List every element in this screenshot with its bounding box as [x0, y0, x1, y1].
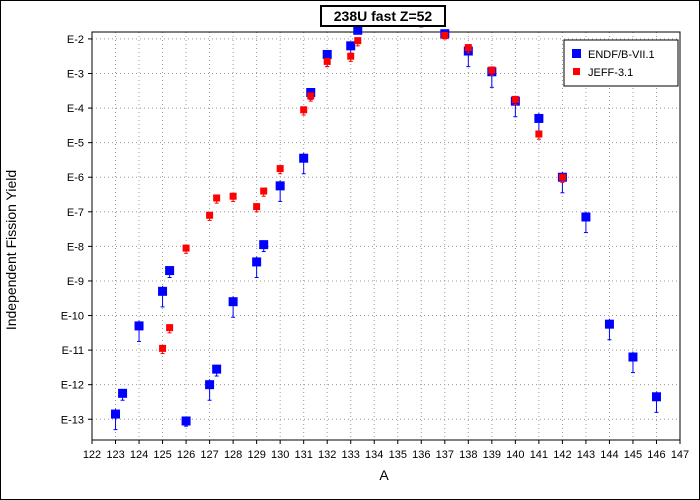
data-point	[323, 57, 331, 65]
data-point	[259, 240, 269, 250]
data-point	[558, 173, 566, 181]
legend: ENDF/B-VII.1 JEFF-3.1	[563, 39, 679, 87]
x-tick-label: 123	[106, 449, 124, 461]
x-tick-label: 146	[647, 449, 665, 461]
y-tick-label: E-12	[61, 380, 84, 392]
data-marks	[111, 13, 661, 431]
data-point	[228, 297, 238, 307]
data-point	[165, 266, 175, 276]
data-point	[604, 319, 614, 329]
y-tick-label: E-7	[67, 207, 84, 219]
data-point	[253, 203, 261, 211]
data-point	[347, 52, 355, 60]
data-point	[535, 130, 543, 138]
x-tick-label: 143	[577, 449, 595, 461]
x-tick-label: 134	[365, 449, 383, 461]
x-tick-label: 124	[130, 449, 148, 461]
legend-marker-endf	[572, 49, 581, 58]
legend-label-jeff: JEFF-3.1	[588, 67, 633, 79]
data-point	[229, 192, 237, 200]
x-tick-label: 147	[671, 449, 689, 461]
data-point	[534, 113, 544, 123]
data-point	[181, 416, 191, 426]
data-point	[299, 153, 309, 163]
data-point	[353, 25, 363, 35]
data-point	[118, 388, 128, 398]
data-point	[441, 31, 449, 39]
data-point	[275, 181, 285, 191]
x-tick-label: 141	[530, 449, 548, 461]
x-tick-label: 144	[600, 449, 618, 461]
y-tick-label: E-5	[67, 138, 84, 150]
y-axis-ticks: E-2 E-3 E-4 E-5 E-6 E-7 E-8 E-9 E-10 E-11 E-12 E-13	[61, 34, 92, 426]
series-1	[159, 14, 566, 355]
chart-title: 238U fast Z=52	[320, 5, 446, 27]
data-point	[322, 49, 332, 59]
data-point	[212, 364, 222, 374]
x-tick-label: 130	[271, 449, 289, 461]
y-tick-label: E-3	[67, 68, 84, 80]
x-tick-label: 126	[177, 449, 195, 461]
x-tick-label: 133	[342, 449, 360, 461]
data-point	[307, 92, 315, 100]
grid	[92, 32, 680, 440]
y-tick-label: E-11	[62, 345, 84, 357]
x-tick-label: 140	[506, 449, 524, 461]
x-tick-label: 142	[553, 449, 571, 461]
x-tick-label: 129	[247, 449, 265, 461]
data-point	[628, 352, 638, 362]
data-point	[260, 187, 268, 195]
y-tick-label: E-10	[61, 311, 84, 323]
legend-box	[563, 39, 679, 87]
data-point	[205, 380, 215, 390]
y-tick-label: E-4	[67, 103, 84, 115]
legend-marker-jeff	[573, 68, 580, 75]
x-axis-label: A	[379, 467, 389, 483]
x-tick-label: 145	[624, 449, 642, 461]
data-point	[488, 66, 496, 74]
x-tick-label: 137	[436, 449, 454, 461]
data-point	[158, 286, 168, 296]
x-tick-label: 139	[483, 449, 501, 461]
x-tick-label: 136	[412, 449, 430, 461]
data-point	[206, 211, 214, 219]
data-point	[651, 392, 661, 402]
plot-area	[91, 31, 681, 441]
data-point	[134, 321, 144, 331]
x-tick-label: 131	[295, 449, 313, 461]
data-point	[159, 344, 167, 352]
y-axis-label: Independent Fission Yield	[3, 170, 19, 330]
x-tick-label: 125	[153, 449, 171, 461]
legend-label-endf: ENDF/B-VII.1	[588, 49, 655, 61]
data-point	[182, 244, 190, 252]
x-tick-label: 128	[224, 449, 242, 461]
data-point	[276, 165, 284, 173]
data-point	[464, 44, 472, 52]
data-point	[346, 41, 356, 51]
y-tick-label: E-6	[67, 172, 84, 184]
data-point	[511, 95, 519, 103]
x-tick-label: 122	[83, 449, 101, 461]
y-tick-label: E-2	[67, 34, 84, 46]
data-point	[581, 212, 591, 222]
x-tick-label: 127	[200, 449, 218, 461]
y-tick-label: E-13	[61, 414, 84, 426]
x-tick-label: 138	[459, 449, 477, 461]
data-point	[252, 257, 262, 267]
data-point	[300, 106, 308, 114]
data-point	[166, 324, 174, 332]
x-tick-label: 135	[389, 449, 407, 461]
data-point	[213, 194, 221, 202]
x-axis-ticks: 122 123 124 125 126 127 128 129 130 131 132 133 134 1…	[83, 440, 689, 461]
x-tick-label: 132	[318, 449, 336, 461]
data-point	[111, 409, 121, 419]
y-tick-label: E-9	[67, 276, 84, 288]
y-tick-label: E-8	[67, 241, 84, 253]
data-point	[354, 37, 362, 45]
